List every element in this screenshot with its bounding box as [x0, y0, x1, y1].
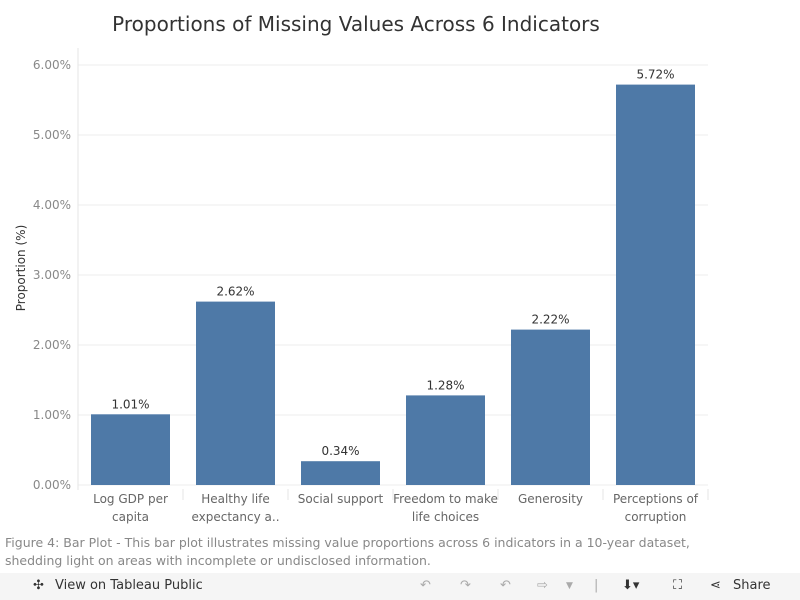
x-tick-label: life choices [412, 510, 479, 524]
data-label: 1.28% [426, 378, 464, 392]
data-label: 5.72% [636, 68, 674, 82]
share-button[interactable]: Share [733, 578, 771, 593]
revert-icon[interactable]: ↶ [500, 578, 511, 593]
caption: Figure 4: Bar Plot - This bar plot illus… [5, 535, 690, 568]
chart-title: Proportions of Missing Values Across 6 I… [112, 12, 600, 36]
bar[interactable] [91, 414, 170, 485]
y-tick-label: 6.00% [33, 58, 71, 72]
tableau-icon: ✣ [33, 578, 44, 593]
x-tick-label: Perceptions of [613, 492, 699, 506]
bar[interactable] [511, 329, 590, 485]
redo-icon[interactable]: ↷ [460, 578, 471, 593]
download-icon[interactable]: ⬇▾ [622, 578, 640, 593]
y-axis-label: Proportion (%) [14, 225, 28, 312]
y-tick-label: 3.00% [33, 268, 71, 282]
x-tick-label: corruption [625, 510, 687, 524]
y-tick-label: 5.00% [33, 128, 71, 142]
fullscreen-icon[interactable]: ⛶ [673, 578, 683, 593]
x-tick-label: Healthy life [201, 492, 270, 506]
x-tick-label: Generosity [518, 492, 583, 506]
y-tick-label: 2.00% [33, 338, 71, 352]
data-label: 0.34% [321, 444, 359, 458]
divider: | [594, 578, 599, 593]
undo-icon[interactable]: ↶ [420, 578, 431, 593]
y-tick-label: 1.00% [33, 408, 71, 422]
view-on-tableau-link[interactable]: View on Tableau Public [55, 578, 203, 593]
x-tick-label: capita [112, 510, 149, 524]
bar-chart: 0.00% 1.00% 2.00% 3.00% 4.00% 5.00% 6.00% Propo… [14, 48, 709, 524]
bar[interactable] [301, 461, 380, 485]
data-label: 2.22% [531, 313, 569, 327]
refresh-icon[interactable]: ⇨ [537, 578, 548, 593]
x-tick-label: Social support [298, 492, 384, 506]
y-tick-label: 4.00% [33, 198, 71, 212]
data-label: 2.62% [216, 285, 254, 299]
bar[interactable] [196, 301, 275, 485]
x-tick-label: Log GDP per [93, 492, 168, 506]
y-tick-label: 0.00% [33, 478, 71, 492]
data-label: 1.01% [111, 397, 149, 411]
toolbar: ✣ View on Tableau Public ↶ ↷ ↶ ⇨ ▼ | ⬇▾ … [0, 573, 800, 600]
x-tick-label: Freedom to make [393, 492, 498, 506]
bar[interactable] [616, 84, 695, 485]
share-icon[interactable]: ⋖ [710, 578, 721, 593]
bar[interactable] [406, 395, 485, 485]
x-tick-label: expectancy a.. [191, 510, 279, 524]
chevron-down-icon[interactable]: ▼ [566, 581, 573, 591]
